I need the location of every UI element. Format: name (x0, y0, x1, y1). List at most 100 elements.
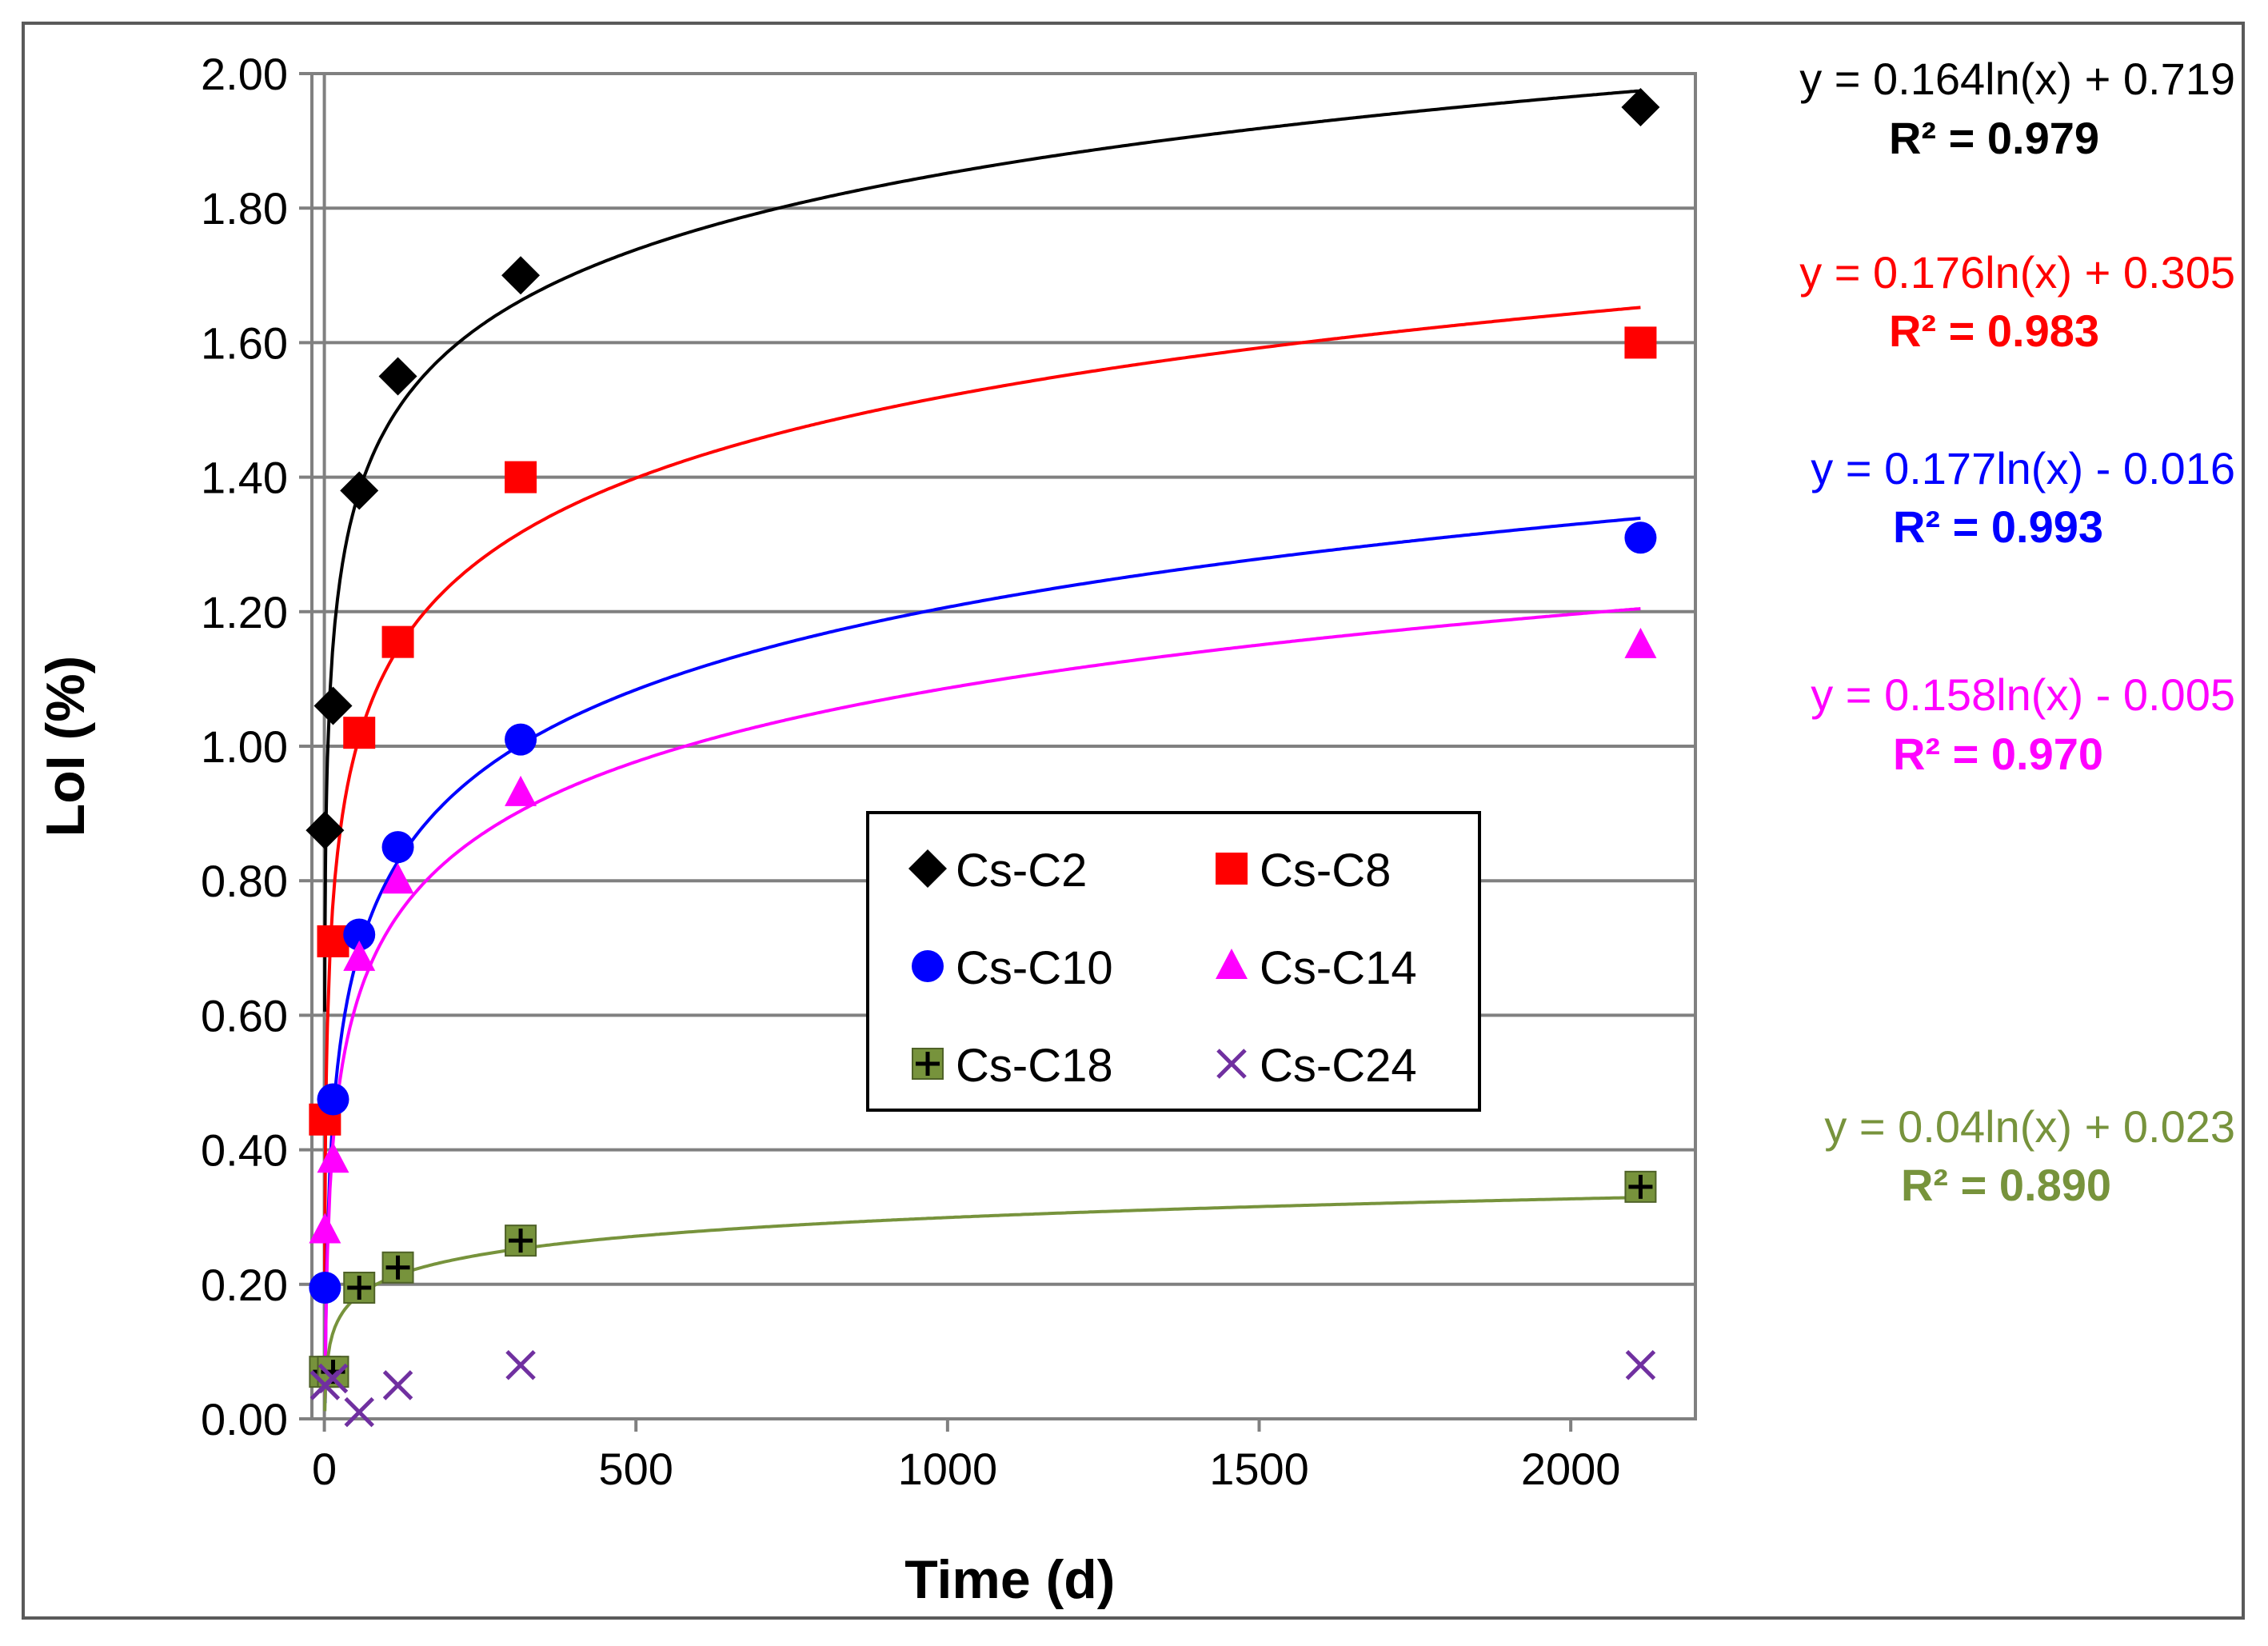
data-point-cs-c10 (505, 723, 537, 756)
legend: Cs-C2 Cs-C8 Cs-C10 Cs-C14 Cs-C18 Cs-C24 (866, 811, 1481, 1112)
axes: 0.00 0.20 0.40 0.60 0.80 1.00 1.20 1.40 1.60 1.80… (201, 49, 1620, 1494)
plus-marker (347, 1276, 372, 1300)
square-marker (505, 461, 537, 493)
trendline-cs-c2 (323, 89, 1641, 1012)
y-tick-label: 0.00 (201, 1394, 288, 1444)
equation-cs-c10: y = 0.177ln(x) - 0.016 (1811, 443, 2235, 493)
equation-cs-c8: y = 0.176ln(x) + 0.305 (1799, 247, 2235, 298)
trendline-cs-c8 (323, 306, 1641, 1296)
data-point-cs-c8 (381, 625, 414, 658)
legend-box (866, 811, 1481, 1112)
data-point-cs-c2 (501, 256, 541, 295)
legend-marker (912, 1048, 944, 1080)
y-tick-label: 1.20 (201, 587, 288, 637)
data-point-cs-c8 (1624, 326, 1657, 359)
plus-marker (385, 1255, 410, 1280)
legend-label: Cs-C8 (1260, 845, 1391, 897)
data-point-cs-c10 (1624, 521, 1657, 554)
x-tick-label: 0 (312, 1444, 337, 1494)
y-tick-label: 1.60 (201, 318, 288, 368)
legend-label: Cs-C18 (956, 1040, 1113, 1092)
x-tick-label: 1000 (898, 1444, 998, 1494)
r-squared-cs-c10: R² = 0.993 (1893, 501, 2103, 552)
data-point-cs-c14 (505, 775, 537, 806)
triangle-marker (1216, 949, 1248, 979)
equation-cs-c14: y = 0.158ln(x) - 0.005 (1811, 669, 2235, 720)
legend-marker (1216, 1049, 1247, 1079)
circle-marker (343, 918, 376, 951)
data-point-cs-c24 (382, 1370, 413, 1400)
triangle-marker (343, 940, 376, 971)
r-squared-cs-c14: R² = 0.970 (1893, 729, 2103, 779)
data-point-cs-c2 (378, 357, 417, 396)
data-point-cs-c2 (305, 811, 345, 850)
x-tick-label: 500 (599, 1444, 673, 1494)
x-tick-label: 1500 (1209, 1444, 1309, 1494)
x-marker (505, 1349, 536, 1380)
data-points (305, 88, 1660, 1428)
square-marker (1624, 326, 1657, 359)
triangle-marker (1624, 627, 1657, 658)
data-point-cs-c18 (381, 1251, 414, 1284)
square-marker (317, 925, 349, 957)
legend-marker (1216, 949, 1248, 979)
data-point-cs-c10 (317, 1083, 349, 1116)
data-point-cs-c14 (343, 940, 376, 971)
data-point-cs-c8 (343, 717, 376, 749)
diamond-marker (340, 471, 379, 510)
circle-marker (381, 831, 414, 864)
data-point-cs-c14 (1624, 627, 1657, 658)
legend-marker (912, 950, 944, 982)
legend-label: Cs-C14 (1260, 942, 1417, 994)
triangle-marker (317, 1142, 349, 1173)
trendline-equations: y = 0.164ln(x) + 0.719 R² = 0.979 y = 0.17… (1799, 54, 2235, 1210)
x-marker (317, 1363, 349, 1394)
legend-marker (1216, 853, 1248, 885)
circle-marker (505, 723, 537, 756)
data-point-cs-c2 (313, 686, 353, 725)
x-marker (1625, 1349, 1656, 1380)
y-axis-label: LoI (%) (35, 656, 96, 837)
legend-marker (908, 849, 947, 888)
square-marker (343, 717, 376, 749)
data-point-cs-c24 (344, 1396, 374, 1428)
r-squared-cs-c2: R² = 0.979 (1889, 113, 2099, 163)
plus-marker (1628, 1174, 1653, 1199)
data-point-cs-c14 (317, 1142, 349, 1173)
plus-marker (916, 1052, 940, 1076)
equation-cs-c18: y = 0.04ln(x) + 0.023 (1824, 1101, 2235, 1152)
data-point-cs-c10 (309, 1272, 341, 1304)
x-tick-label: 2000 (1521, 1444, 1621, 1494)
circle-marker (1624, 521, 1657, 554)
data-point-cs-c14 (381, 863, 414, 894)
y-tick-label: 1.40 (201, 453, 288, 503)
square-marker (381, 625, 414, 658)
y-tick-label: 1.00 (201, 721, 288, 772)
r-squared-cs-c8: R² = 0.983 (1889, 306, 2099, 356)
data-point-cs-c14 (309, 1213, 341, 1244)
diamond-marker (501, 256, 541, 295)
data-point-cs-c8 (317, 925, 349, 957)
circle-marker (912, 950, 944, 982)
x-marker (344, 1396, 374, 1428)
x-marker (382, 1370, 413, 1400)
x-marker (1216, 1049, 1247, 1079)
y-tick-label: 0.20 (201, 1260, 288, 1310)
data-point-cs-c24 (1625, 1349, 1656, 1380)
square-marker (1216, 853, 1248, 885)
data-point-cs-c24 (317, 1363, 349, 1394)
data-point-cs-c24 (505, 1349, 536, 1380)
data-point-cs-c10 (343, 918, 376, 951)
plus-marker (509, 1229, 533, 1253)
diamond-marker (1621, 88, 1660, 127)
diamond-marker (313, 686, 353, 725)
y-tick-label: 0.80 (201, 856, 288, 906)
y-tick-label: 2.00 (201, 49, 288, 99)
diamond-marker (378, 357, 417, 396)
data-point-cs-c18 (505, 1225, 537, 1257)
data-point-cs-c2 (1621, 88, 1660, 127)
equation-cs-c2: y = 0.164ln(x) + 0.719 (1799, 54, 2235, 104)
data-point-cs-c18 (343, 1272, 376, 1304)
legend-label: Cs-C2 (956, 845, 1087, 897)
